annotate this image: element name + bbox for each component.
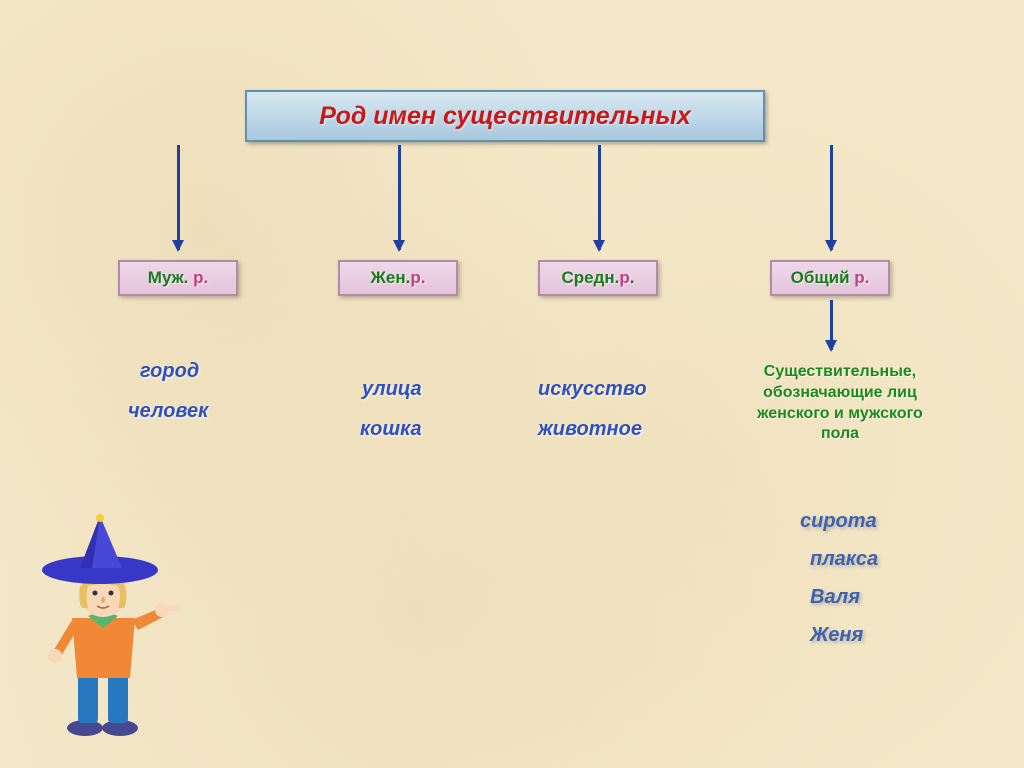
category-masculine-label: Муж. р.	[148, 268, 208, 288]
example-ulitsa: улица	[362, 378, 422, 401]
category-feminine: Жен.р.	[338, 260, 458, 296]
arrow-common-desc	[830, 300, 833, 350]
example-gorod: город	[140, 360, 199, 383]
category-common-label: Общий р.	[791, 268, 870, 288]
example-zhenya: Женя	[810, 624, 863, 647]
example-sirota: сирота	[800, 510, 877, 533]
example-chelovek: человек	[128, 400, 208, 423]
example-zhivotnoe: животное	[538, 418, 642, 441]
example-koshka: кошка	[360, 418, 422, 441]
arrow-to-feminine	[398, 145, 401, 250]
title-text: Род имен существительных	[319, 102, 691, 131]
arrow-to-neuter	[598, 145, 601, 250]
category-masculine: Муж. р.	[118, 260, 238, 296]
example-plaksa: плакса	[810, 548, 878, 571]
common-description: Существительные, обозначающие лиц женско…	[740, 362, 940, 445]
category-neuter: Средн.р.	[538, 260, 658, 296]
title-box: Род имен существительных	[245, 90, 765, 142]
arrow-to-common	[830, 145, 833, 250]
example-valya: Валя	[810, 586, 860, 609]
category-neuter-label: Средн.р.	[561, 268, 634, 288]
example-iskusstvo: искусство	[538, 378, 647, 401]
character-illustration	[30, 508, 180, 738]
category-common: Общий р.	[770, 260, 890, 296]
arrow-to-masculine	[177, 145, 180, 250]
category-feminine-label: Жен.р.	[371, 268, 426, 288]
